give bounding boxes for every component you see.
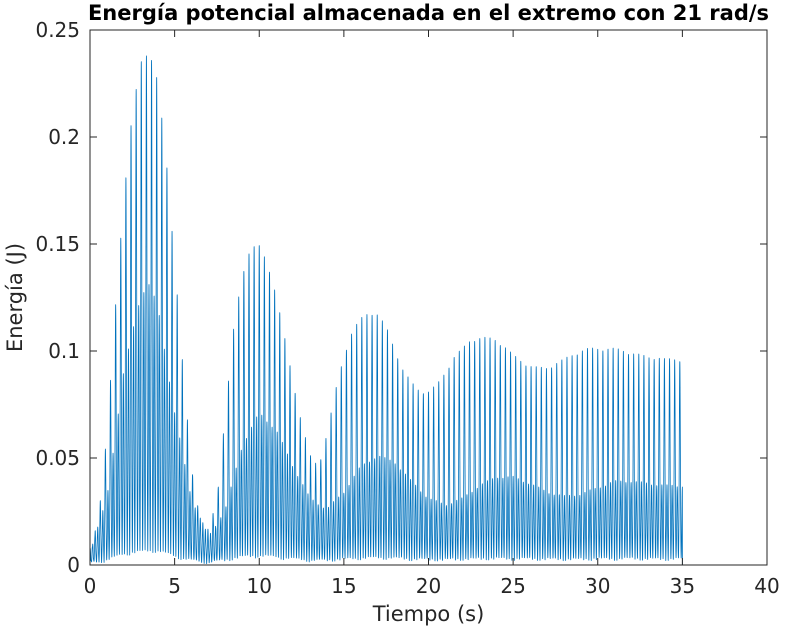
x-tick-label: 40: [754, 574, 779, 598]
x-tick-label: 25: [500, 574, 525, 598]
y-tick-label: 0.25: [35, 18, 80, 42]
x-tick-label: 20: [416, 574, 441, 598]
x-tick-label: 5: [168, 574, 181, 598]
x-tick-label: 30: [585, 574, 610, 598]
x-tick-label: 35: [670, 574, 695, 598]
y-tick-label: 0.2: [48, 125, 80, 149]
energy-series: [89, 55, 767, 566]
plot-background: [90, 30, 767, 565]
x-tick-labels: 0 5 10 15 20 25 30 35 40: [84, 574, 780, 598]
y-axis-title: Energía (J): [3, 243, 27, 352]
chart-title: Energía potencial almacenada en el extre…: [88, 1, 769, 25]
y-tick-label: 0.15: [35, 232, 80, 256]
energy-line: [89, 55, 767, 566]
y-tick-label: 0.05: [35, 446, 80, 470]
x-tick-label: 0: [84, 574, 97, 598]
y-tick-labels: 0 0.05 0.1 0.15 0.2 0.25: [35, 18, 80, 577]
axis-ticks: [89, 29, 768, 566]
y-tick-label: 0: [67, 553, 80, 577]
x-tick-label: 10: [247, 574, 272, 598]
y-tick-label: 0.1: [48, 339, 80, 363]
x-tick-label: 15: [331, 574, 356, 598]
x-axis-title: Tiempo (s): [372, 602, 485, 626]
